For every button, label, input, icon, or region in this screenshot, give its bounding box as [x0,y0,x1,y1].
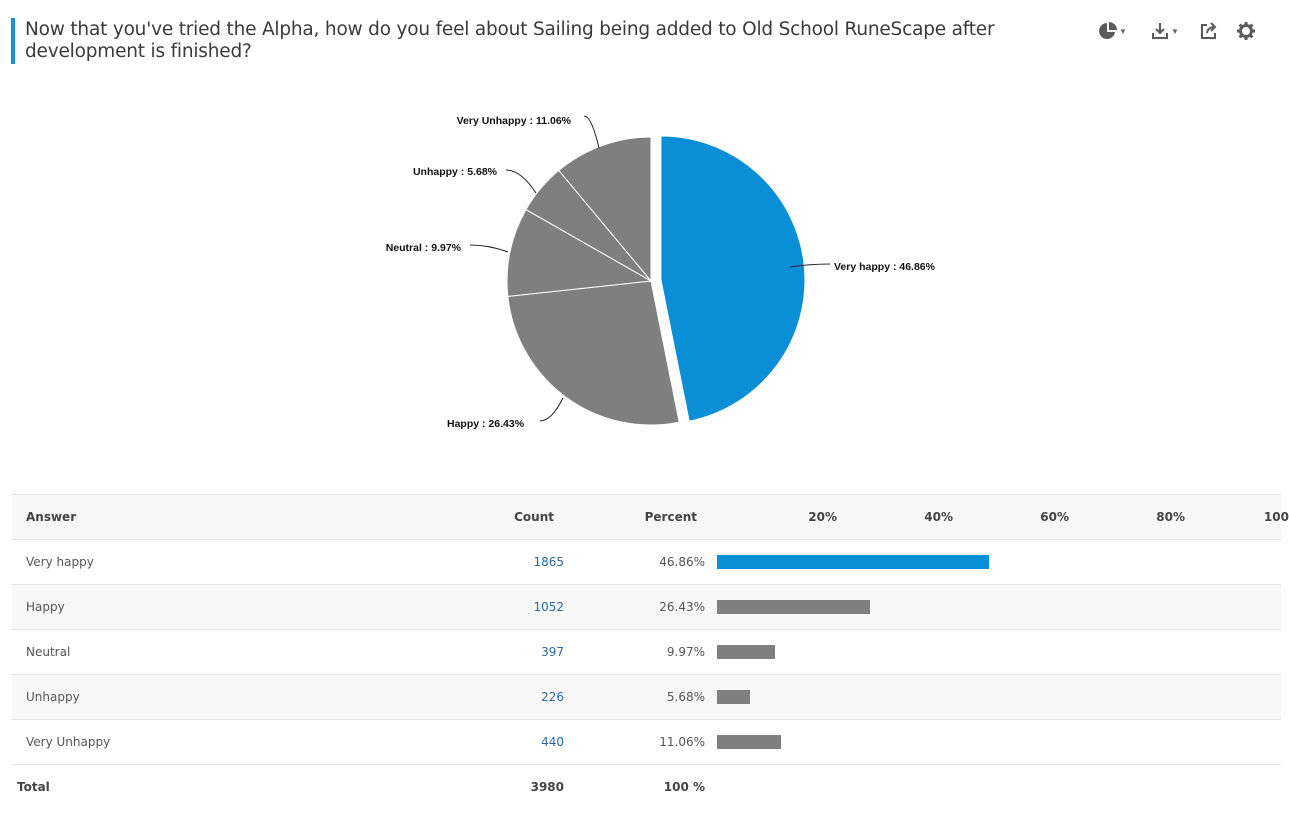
download-button[interactable]: ▼ [1151,20,1179,42]
pie-label: Happy : 26.43% [447,418,525,430]
share-button[interactable] [1200,20,1218,42]
count-link[interactable]: 397 [541,645,564,659]
table-row: Happy 1052 26.43% [12,584,1281,630]
table-row: Very Unhappy 440 11.06% [12,719,1281,765]
pie-label-connector [539,397,564,422]
pie-label: Very Unhappy : 11.06% [457,115,572,127]
count-cell[interactable]: 226 [456,674,564,720]
count-cell[interactable]: 440 [456,719,564,765]
pie-label-connector [789,263,831,268]
title-accent-bar [11,18,15,64]
pie-slice-very-happy[interactable] [660,135,806,422]
total-label: Total [17,780,50,794]
table-row: Neutral 397 9.97% [12,629,1281,675]
answer-cell: Happy [12,584,456,630]
count-link[interactable]: 1865 [533,555,564,569]
answer-cell: Neutral [12,629,456,675]
answer-cell: Unhappy [12,674,456,720]
answer-cell: Very Unhappy [12,719,456,765]
answer-cell: Very happy [12,539,456,585]
pie-label: Unhappy : 5.68% [413,166,498,178]
chevron-down-icon: ▼ [1119,26,1127,36]
scale-label: 40% [924,510,953,524]
scale-label: 80% [1156,510,1185,524]
scale-label: 60% [1040,510,1069,524]
pie-slice-very-unhappy[interactable] [558,136,652,283]
pie-label-connector [469,244,509,253]
count-link[interactable]: 1052 [533,600,564,614]
scale-label: 100% [1263,510,1289,524]
total-count: 3980 [530,780,564,794]
bar-cell [705,719,1281,765]
percent-bar [717,600,871,614]
percent-cell: 5.68% [564,674,705,720]
pie-label: Very happy : 46.86% [834,261,936,273]
percent-cell: 26.43% [564,584,705,630]
table-header-row: Answer Count Percent 20% 40% 60% 80% 100% [12,494,1289,540]
header-count: Count [456,494,564,540]
percent-bar [717,555,989,569]
percent-cell: 9.97% [564,629,705,675]
count-link[interactable]: 226 [541,690,564,704]
question-title: Now that you've tried the Alpha, how do … [25,19,995,62]
pie-slice-happy[interactable] [507,280,680,426]
header-percent: Percent [564,494,705,540]
percent-bar [717,645,775,659]
chart-type-button[interactable]: ▼ [1099,20,1127,42]
pie-label: Neutral : 9.97% [386,242,462,254]
count-link[interactable]: 440 [541,735,564,749]
scale-label: 20% [808,510,837,524]
bar-cell [705,629,1281,675]
bar-cell [705,674,1281,720]
count-cell[interactable]: 1052 [456,584,564,630]
pie-chart: Very happy : 46.86% Happy : 26.43% Neutral… [386,115,936,430]
results-table: Answer Count Percent 20% 40% 60% 80% 100% Ve… [12,494,1289,810]
pie-slice-neutral[interactable] [506,208,653,297]
percent-bar [717,690,750,704]
percent-cell: 11.06% [564,719,705,765]
pie-chart-type-icon [1099,22,1117,39]
gear-icon [1237,22,1255,40]
chevron-down-icon: ▼ [1171,26,1179,36]
header-scale: 20% 40% 60% 80% 100% [705,494,1289,540]
total-row: Total 3980 100 % [12,765,1281,810]
header-answer: Answer [12,494,456,540]
percent-bar [717,735,782,749]
share-icon [1201,22,1217,39]
pie-label-connector [583,115,600,149]
count-cell[interactable]: 1865 [456,539,564,585]
download-icon [1152,23,1168,39]
total-percent: 100 % [663,780,705,794]
bar-cell [705,539,1281,585]
pie-label-connector [505,169,537,194]
table-row: Very happy 1865 46.86% [12,539,1281,585]
settings-button[interactable] [1237,20,1255,42]
count-cell[interactable]: 397 [456,629,564,675]
percent-cell: 46.86% [564,539,705,585]
bar-cell [705,584,1281,630]
table-row: Unhappy 226 5.68% [12,674,1281,720]
